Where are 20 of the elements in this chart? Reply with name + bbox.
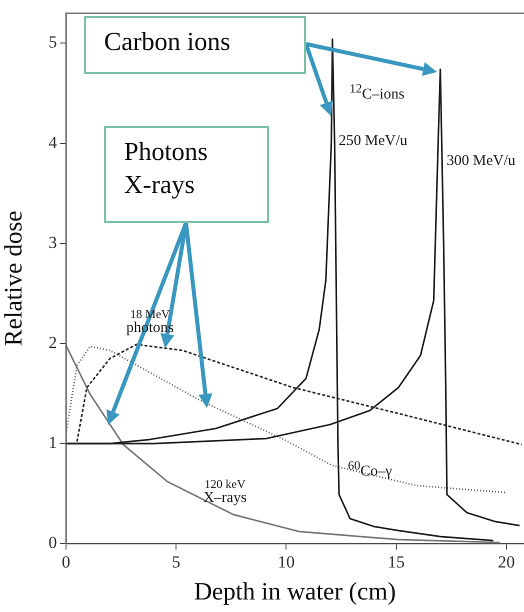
- x-tick-label: 5: [172, 552, 180, 572]
- y-tick-label: 3: [48, 232, 57, 252]
- annotation: $^{60}$Co–γ: [348, 458, 392, 480]
- x-tick-label: 0: [62, 552, 70, 572]
- x-tick-label: 20: [498, 552, 515, 572]
- y-axis-title: Relative dose: [0, 210, 28, 346]
- x-tick-label: 15: [388, 552, 405, 572]
- annotation: Photons X-rays: [104, 126, 269, 223]
- y-tick-label: 2: [48, 332, 57, 352]
- annotation: Carbon ions: [84, 16, 306, 74]
- y-tick-label: 0: [48, 533, 57, 552]
- annotation: $^{12}$C–ions: [349, 82, 405, 104]
- annotation: 300 MeV/u: [446, 153, 516, 170]
- y-tick-label: 5: [48, 32, 57, 52]
- x-axis-title: Depth in water (cm): [194, 578, 396, 606]
- y-tick-label: 4: [48, 132, 58, 152]
- annotation: 250 MeV/u: [338, 133, 408, 150]
- y-tick-label: 1: [48, 432, 57, 452]
- annotation: 120 keV X–rays: [203, 476, 247, 506]
- x-tick-label: 10: [278, 552, 295, 572]
